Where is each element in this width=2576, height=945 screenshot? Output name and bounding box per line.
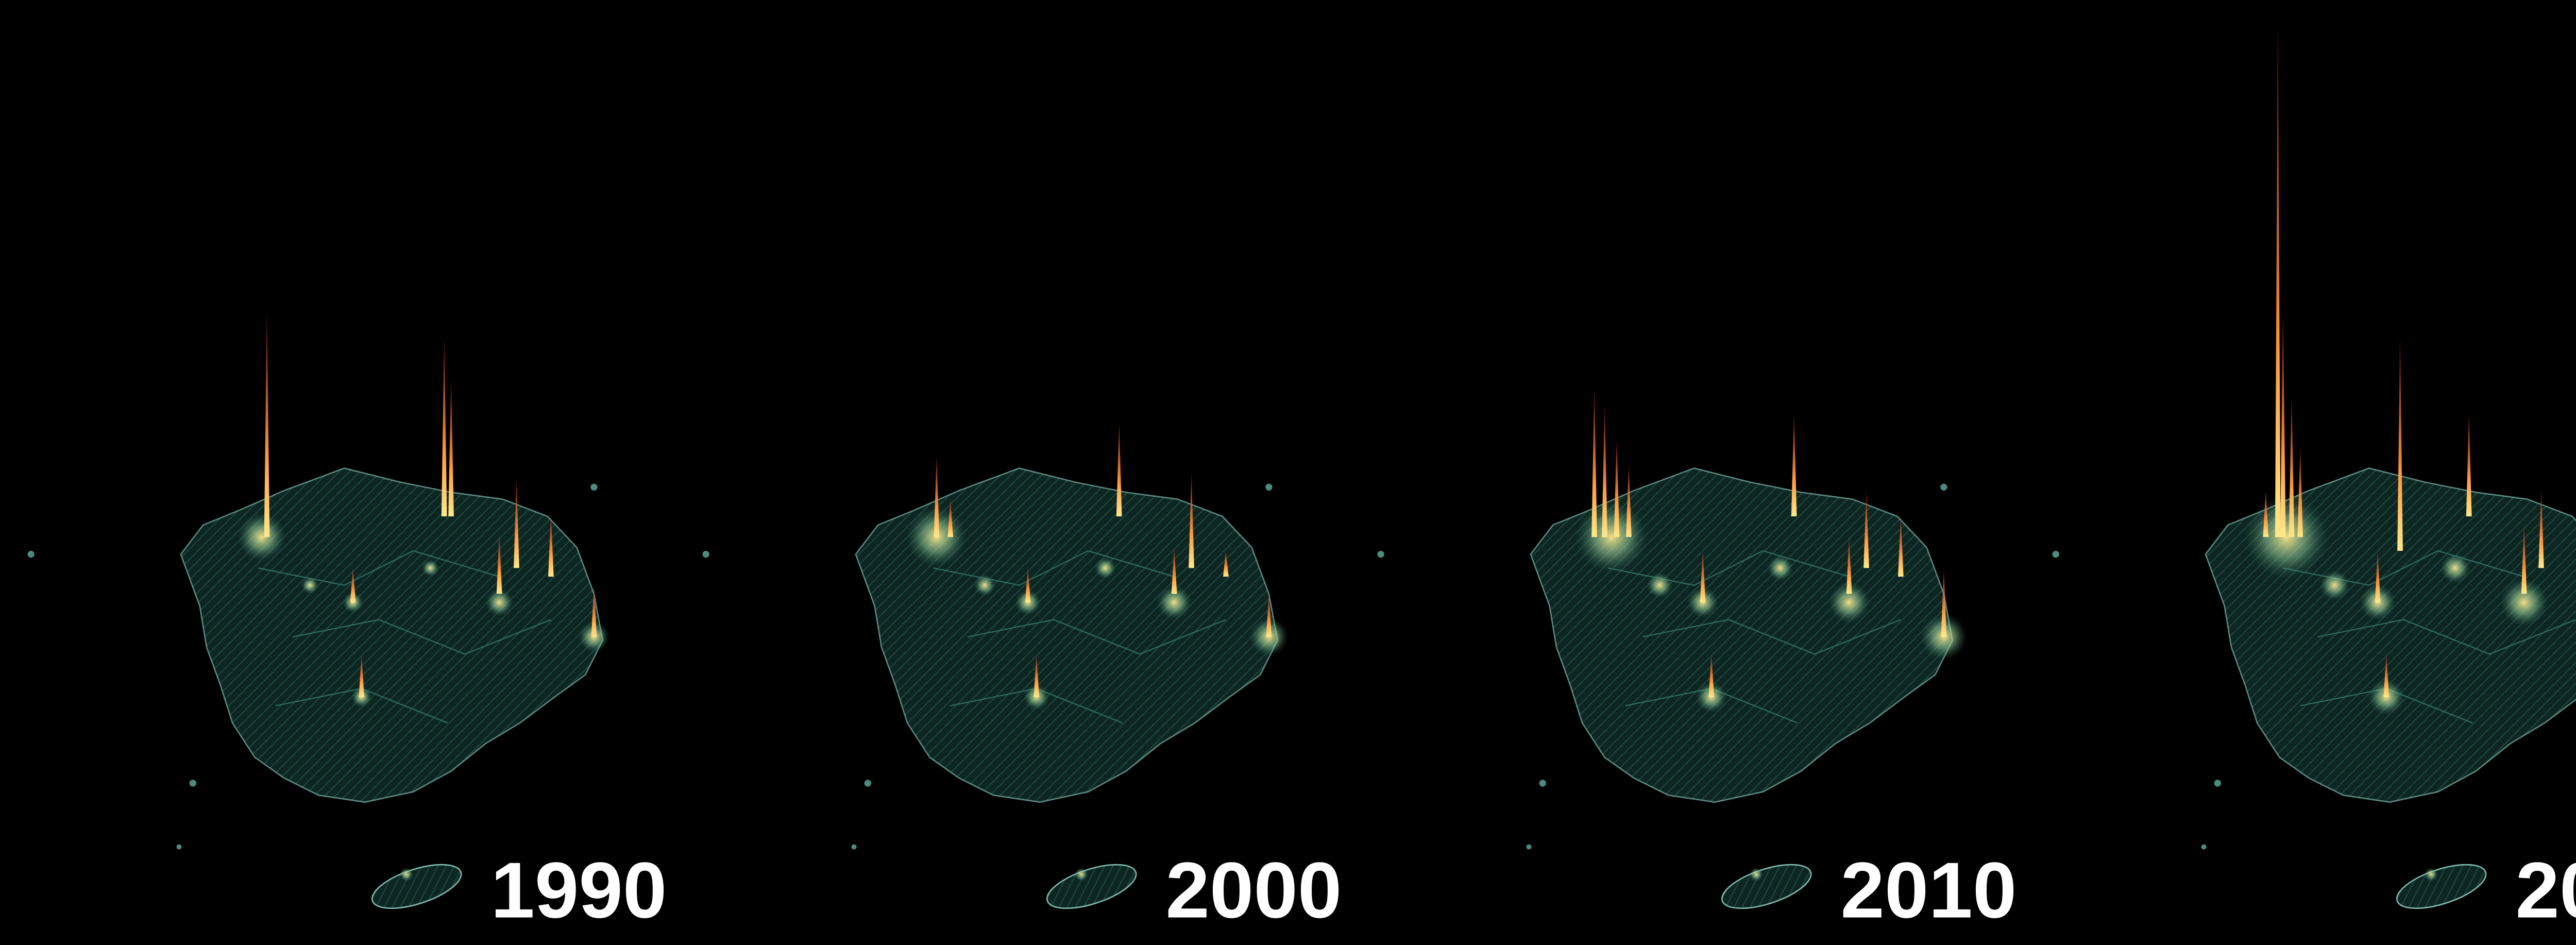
city-glow [238, 513, 286, 562]
city-glow [1647, 572, 1673, 598]
spike [1898, 516, 1904, 577]
spike [1708, 654, 1715, 697]
spike [1941, 568, 1947, 637]
spike [2289, 396, 2295, 537]
spike [1116, 421, 1122, 517]
spike [1863, 491, 1869, 568]
spike [350, 568, 356, 603]
spike [1626, 464, 1632, 537]
spike [1602, 404, 1607, 537]
city-glow [974, 574, 996, 596]
city-glow [1828, 582, 1870, 623]
spike [2466, 413, 2472, 517]
map-panel: 2010 [1376, 387, 2016, 935]
map-panel: 2019 [2051, 21, 2576, 935]
city-glow [2319, 570, 2350, 601]
spike [1846, 537, 1852, 594]
spike [1591, 387, 1597, 537]
spike [2538, 491, 2544, 568]
spike [1266, 594, 1272, 637]
city-glow [1157, 585, 1192, 620]
spike [1025, 568, 1031, 603]
city-glow [1094, 557, 1116, 579]
spike [1223, 550, 1229, 577]
spike [2297, 447, 2303, 537]
spike [441, 335, 447, 517]
year-label: 1990 [490, 846, 667, 935]
spike [2263, 491, 2269, 537]
city-glow [2440, 553, 2470, 583]
spike [2275, 21, 2281, 537]
spike [1614, 438, 1620, 537]
spike [1791, 413, 1797, 517]
spike [1700, 550, 1706, 603]
city-glow [1575, 501, 1648, 573]
jeju-glow [2424, 867, 2438, 882]
spike [264, 310, 270, 537]
year-label: 2000 [1165, 846, 1342, 935]
spike [2375, 550, 2381, 603]
jeju-glow [1074, 867, 1089, 882]
jeju-glow [1749, 867, 1764, 882]
city-glow [1767, 555, 1793, 581]
spike [1189, 473, 1194, 568]
spike [591, 585, 597, 637]
map-panel: 1990 [26, 310, 667, 935]
spike [359, 654, 365, 697]
city-glow [2500, 578, 2548, 627]
city-glow [301, 577, 319, 594]
city-glow [421, 559, 439, 577]
spike [1171, 547, 1177, 594]
year-label: 2019 [2515, 846, 2576, 935]
spike [934, 456, 940, 537]
spike [1033, 654, 1040, 697]
spike [548, 513, 554, 577]
spike [947, 499, 954, 537]
map-panel: 2000 [701, 421, 1342, 935]
jeju-glow [399, 867, 414, 882]
city-glow [2244, 495, 2329, 580]
year-label: 2010 [1840, 846, 2016, 935]
spike [2383, 654, 2389, 697]
city-glow [485, 588, 513, 616]
spike [496, 533, 502, 594]
spike [448, 378, 454, 517]
spike [514, 478, 519, 568]
spike [2280, 310, 2286, 537]
spike [2521, 525, 2527, 594]
spike [2397, 335, 2403, 551]
